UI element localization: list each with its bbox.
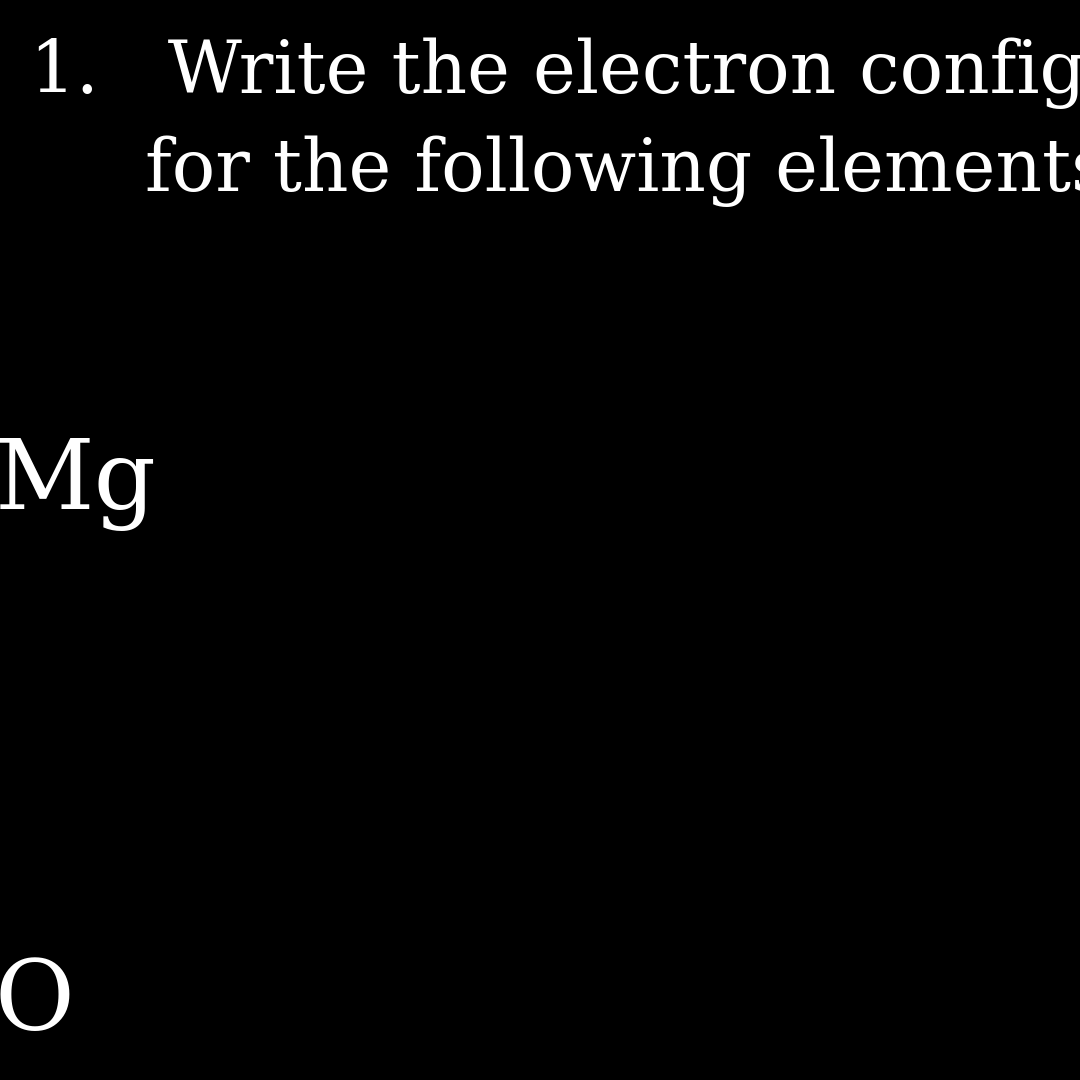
Text: O: O xyxy=(0,956,75,1050)
Text: for the following elements.: for the following elements. xyxy=(30,135,1080,206)
Text: 1.   Write the electron configurations: 1. Write the electron configurations xyxy=(30,38,1080,109)
Text: Mg: Mg xyxy=(0,437,157,531)
